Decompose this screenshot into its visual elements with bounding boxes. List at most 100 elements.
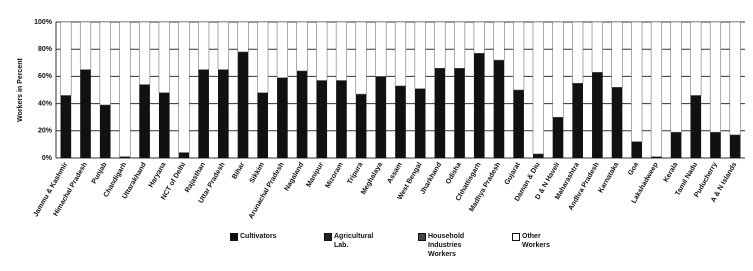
bar-segment — [80, 69, 91, 158]
y-tick-label: 20% — [38, 128, 53, 135]
bar-segment — [139, 21, 151, 85]
bar-segment — [316, 21, 328, 81]
legend-item: Agricultural Lab. — [324, 232, 404, 259]
bar-segment — [651, 156, 662, 158]
legend-label: Other Workers — [522, 233, 550, 249]
bar-segment — [158, 21, 170, 93]
bar-segment — [355, 94, 367, 158]
bar-segment — [60, 21, 72, 96]
x-tick-label: Kerala — [663, 161, 680, 183]
bar-segment — [513, 21, 525, 91]
bar-segment — [650, 21, 662, 157]
bar-segment — [139, 84, 150, 158]
bar-segment — [276, 21, 288, 79]
x-tick-label: Jammu & Kashmir — [32, 161, 69, 218]
bar-segment — [198, 69, 209, 158]
x-tick-label: Jharkhand — [419, 161, 443, 195]
bar-segment — [729, 21, 741, 136]
bar-segment — [178, 21, 190, 153]
bar-segment — [414, 88, 426, 158]
bar-segment — [355, 21, 367, 95]
x-tick-label: Nagaland — [284, 161, 306, 192]
bar-segment — [670, 132, 682, 158]
bar-segment — [198, 21, 210, 70]
bar-segment — [572, 21, 584, 84]
x-tick-label: Gujarat — [504, 161, 523, 186]
bar-segment — [434, 21, 446, 69]
bar-segment — [493, 60, 505, 158]
legend-swatch — [418, 233, 426, 241]
bar-segment — [710, 132, 721, 158]
legend-swatch — [230, 233, 238, 241]
x-tick-label: Sikkim — [249, 161, 266, 184]
bar-segment — [473, 21, 485, 54]
y-tick-label: 100% — [34, 19, 53, 26]
bar-segment — [670, 21, 682, 133]
bar-segment — [453, 21, 466, 69]
legend-label: Agricultural Lab. — [334, 233, 374, 249]
y-tick-label: 40% — [38, 100, 53, 107]
bar-segment — [532, 21, 544, 155]
legend-label: Household Industries Workers — [428, 233, 465, 258]
x-tick-label: Meghalaya — [360, 161, 384, 196]
bar-segment — [493, 21, 505, 61]
bar-segment — [119, 21, 131, 157]
bar-segment — [277, 77, 288, 158]
bar-segment — [79, 21, 92, 70]
x-tick-label: Mizoram — [325, 161, 345, 189]
x-tick-label: Tripura — [347, 161, 365, 185]
bar-segment — [434, 68, 446, 158]
x-tick-label: Karnataka — [597, 161, 620, 194]
y-tick-label: 60% — [38, 73, 53, 80]
bar-segment — [119, 156, 131, 158]
bar-segment — [473, 53, 485, 158]
bar-segment — [631, 21, 643, 142]
bar-segment — [591, 21, 603, 73]
bar-segment — [454, 68, 465, 158]
legend-swatch — [512, 233, 520, 241]
bar-segment — [257, 21, 269, 93]
bar-segment — [572, 83, 583, 158]
x-tick-label: Assam — [386, 161, 404, 184]
bar-segment — [257, 92, 269, 158]
x-tick-label: Manipur — [305, 161, 325, 188]
legend: Cultivators Agricultural Lab. Household In… — [230, 232, 592, 259]
bar-segment — [729, 134, 741, 158]
x-tick-label: Punjab — [91, 161, 109, 185]
bar-segment — [217, 21, 229, 70]
bar-segment — [414, 21, 426, 89]
bar-segment — [631, 141, 643, 158]
y-tick-label: 80% — [38, 46, 53, 53]
x-tick-label: Goa — [627, 161, 640, 176]
bar-segment — [99, 21, 111, 106]
legend-item: Cultivators — [230, 232, 310, 259]
legend-label: Cultivators — [240, 233, 277, 240]
x-tick-label: Haryana — [148, 161, 168, 189]
y-axis-title: Workers in Percent — [17, 58, 24, 122]
bar-segment — [375, 21, 387, 77]
bar-segment — [513, 90, 524, 158]
bar-segment — [690, 95, 702, 158]
bar-segment — [237, 21, 249, 53]
bar-segment — [375, 76, 387, 158]
bar-segment — [611, 87, 623, 158]
y-tick-label: 0% — [42, 155, 53, 162]
x-tick-label: Bihar — [231, 161, 246, 180]
bar-segment — [296, 21, 308, 72]
bar-segment — [296, 70, 308, 158]
bar-segment — [709, 21, 722, 133]
bar-segment — [690, 21, 702, 96]
bar-segment — [611, 21, 623, 88]
bar-segment — [592, 72, 603, 158]
x-tick-label: Odisha — [445, 161, 463, 185]
bar-segment — [99, 104, 111, 158]
legend-item: Other Workers — [512, 232, 592, 259]
bar-segment — [218, 69, 229, 158]
bar-segment — [335, 21, 348, 81]
bar-segment — [336, 80, 347, 158]
bar-segment — [237, 51, 249, 158]
bar-segment — [316, 80, 328, 158]
legend-swatch — [324, 233, 332, 241]
